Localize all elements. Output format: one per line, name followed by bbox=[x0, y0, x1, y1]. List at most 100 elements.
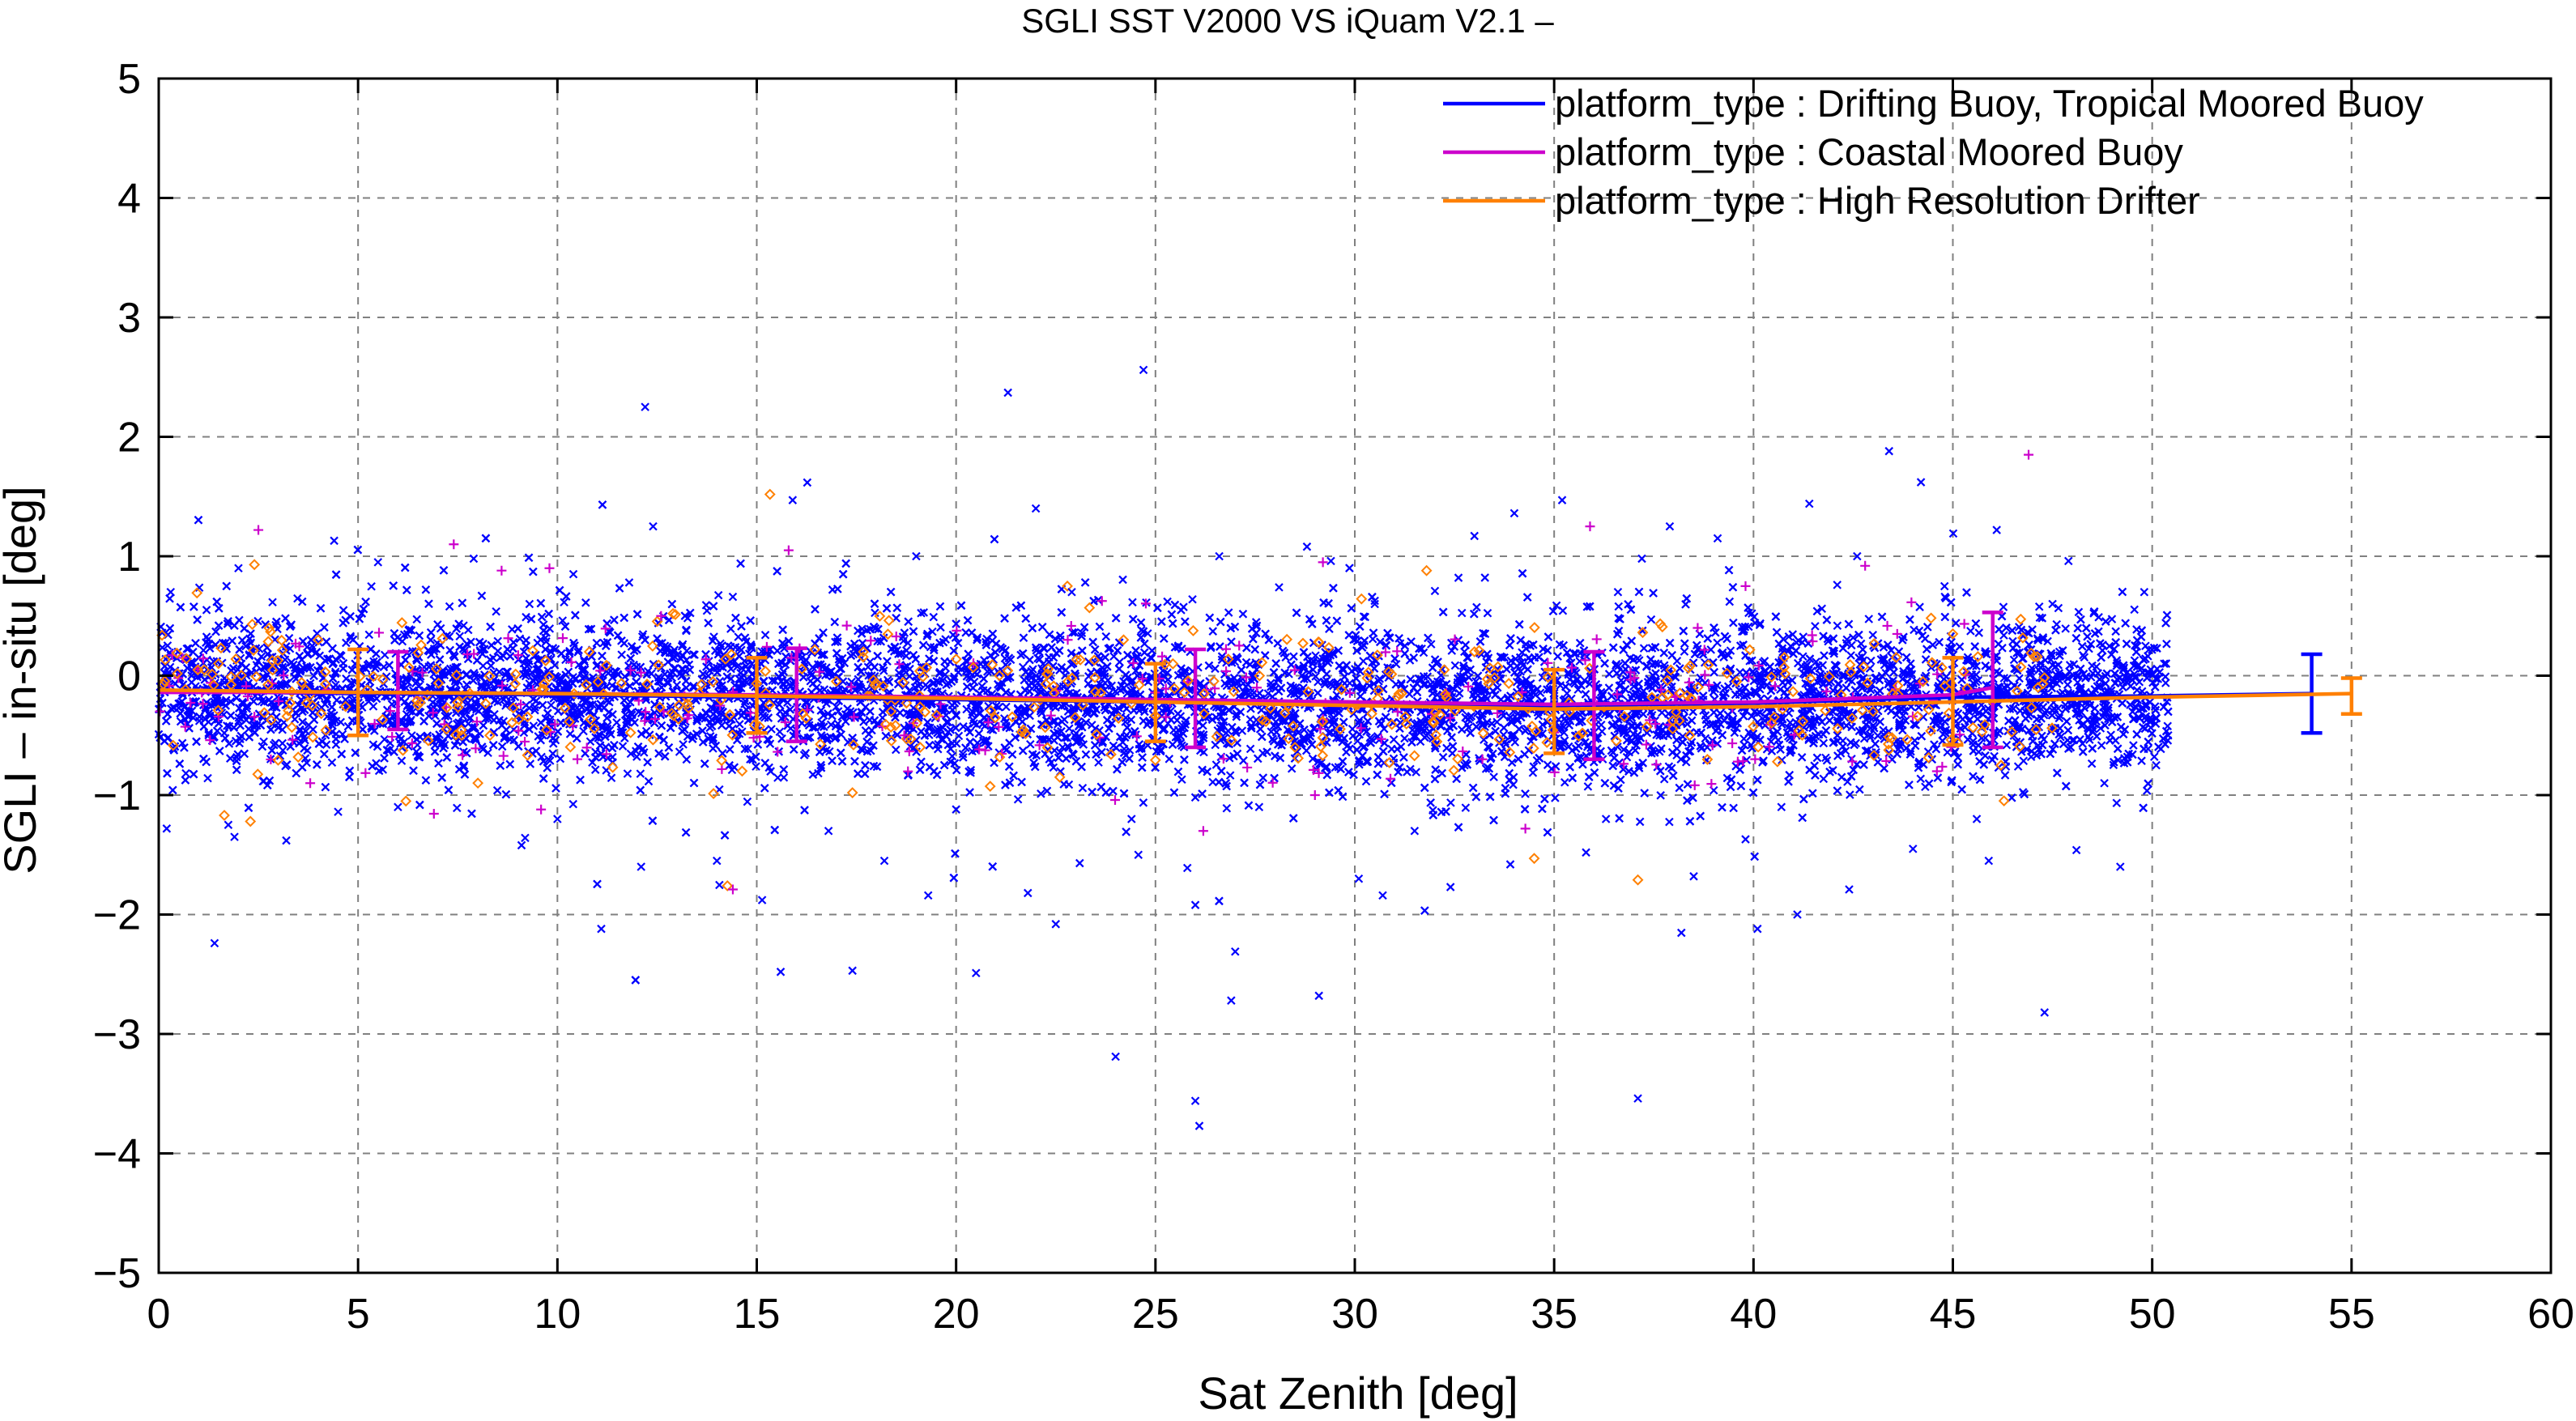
scatter-point bbox=[1799, 652, 1807, 662]
scatter-point bbox=[2129, 741, 2138, 750]
scatter-point bbox=[550, 661, 560, 670]
scatter-point bbox=[1797, 753, 1807, 762]
scatter-point bbox=[293, 594, 302, 603]
scatter-point bbox=[636, 769, 645, 778]
scatter-point bbox=[1483, 608, 1492, 618]
scatter-point bbox=[560, 598, 568, 607]
scatter-point bbox=[1118, 575, 1127, 585]
scatter-point bbox=[492, 785, 502, 795]
scatter-point bbox=[2097, 741, 2106, 750]
scatter-point bbox=[2112, 658, 2122, 668]
scatter-point bbox=[1846, 651, 1855, 660]
scatter-point bbox=[715, 880, 724, 890]
scatter-point bbox=[1868, 630, 1878, 640]
scatter-point bbox=[1849, 633, 1858, 642]
scatter-point bbox=[519, 647, 529, 657]
scatter-point bbox=[2009, 655, 2019, 665]
scatter-point bbox=[241, 641, 250, 651]
scatter-point bbox=[1361, 776, 1371, 786]
scatter-point bbox=[746, 755, 755, 764]
scatter-point bbox=[257, 652, 266, 662]
scatter-point bbox=[1974, 628, 1983, 637]
scatter-point bbox=[929, 612, 939, 622]
scatter-point bbox=[1846, 790, 1854, 799]
scatter-point bbox=[1026, 739, 1035, 749]
scatter-point bbox=[1656, 791, 1665, 800]
scatter-point bbox=[688, 650, 698, 659]
scatter-point bbox=[1019, 633, 1028, 642]
scatter-point bbox=[803, 478, 812, 487]
scatter-point bbox=[2092, 662, 2101, 671]
scatter-point bbox=[831, 637, 840, 647]
scatter-point bbox=[469, 669, 479, 678]
scatter-point bbox=[592, 638, 602, 648]
scatter-point bbox=[279, 746, 287, 755]
scatter-point bbox=[1128, 598, 1137, 607]
scatter-point bbox=[497, 742, 507, 751]
scatter-point bbox=[1677, 928, 1686, 938]
scatter-point bbox=[203, 773, 212, 783]
scatter-point bbox=[380, 650, 390, 660]
scatter-point bbox=[768, 676, 777, 685]
scatter-point bbox=[492, 606, 500, 616]
scatter-point bbox=[1137, 744, 1146, 753]
scatter-point bbox=[1819, 774, 1829, 784]
scatter-point bbox=[1387, 744, 1396, 754]
scatter-point bbox=[1999, 602, 2008, 611]
scatter-point bbox=[453, 803, 462, 813]
scatter-point bbox=[1819, 738, 1829, 748]
scatter-point bbox=[1659, 774, 1669, 784]
scatter-point bbox=[2111, 627, 2120, 636]
scatter-point bbox=[2112, 798, 2122, 808]
scatter-point bbox=[892, 745, 901, 755]
scatter-point bbox=[1177, 775, 1186, 785]
scatter-point bbox=[859, 717, 868, 726]
scatter-point bbox=[757, 896, 767, 904]
scatter-point bbox=[1224, 608, 1233, 617]
scatter-point bbox=[445, 602, 454, 611]
scatter-point bbox=[863, 662, 873, 672]
scatter-point bbox=[2130, 605, 2139, 615]
scatter-point bbox=[181, 768, 190, 778]
scatter-point bbox=[735, 720, 744, 729]
scatter-point bbox=[1729, 618, 1738, 628]
scatter-point bbox=[342, 674, 351, 683]
scatter-point bbox=[2054, 603, 2063, 613]
scatter-point bbox=[1943, 747, 1952, 757]
scatter-point bbox=[1165, 755, 1174, 764]
scatter-point bbox=[682, 755, 692, 764]
scatter-point bbox=[2005, 704, 2015, 713]
scatter-point bbox=[2162, 640, 2171, 649]
scatter-point bbox=[1726, 646, 1735, 655]
scatter-point bbox=[380, 734, 390, 744]
scatter-point bbox=[1580, 675, 1589, 685]
scatter-point bbox=[1597, 727, 1607, 736]
scatter-point bbox=[726, 624, 735, 633]
scatter-plot-area bbox=[154, 365, 2173, 1130]
scatter-point bbox=[954, 731, 964, 741]
scatter-point bbox=[412, 615, 421, 624]
scatter-point bbox=[1065, 724, 1074, 734]
scatter-point bbox=[1095, 622, 1105, 632]
scatter-point bbox=[1583, 782, 1593, 791]
scatter-point bbox=[1389, 735, 1399, 744]
scatter-point bbox=[1078, 783, 1088, 793]
scatter-point bbox=[455, 632, 465, 641]
scatter-point bbox=[1560, 777, 1569, 787]
scatter-point bbox=[1013, 794, 1023, 804]
scatter-point bbox=[644, 776, 654, 786]
scatter-point bbox=[1077, 628, 1087, 638]
scatter-point bbox=[1635, 817, 1645, 827]
scatter-point bbox=[618, 742, 628, 751]
scatter-point bbox=[617, 650, 626, 659]
scatter-point bbox=[547, 700, 556, 710]
scatter-point bbox=[1002, 702, 1011, 712]
scatter-point bbox=[163, 641, 172, 650]
scatter-point bbox=[1856, 639, 1866, 649]
scatter-point bbox=[1811, 622, 1820, 631]
scatter-point bbox=[1289, 652, 1298, 662]
scatter-point bbox=[579, 726, 588, 736]
scatter-point bbox=[1855, 785, 1864, 794]
scatter-point bbox=[1821, 753, 1830, 763]
scatter-point bbox=[521, 833, 530, 843]
